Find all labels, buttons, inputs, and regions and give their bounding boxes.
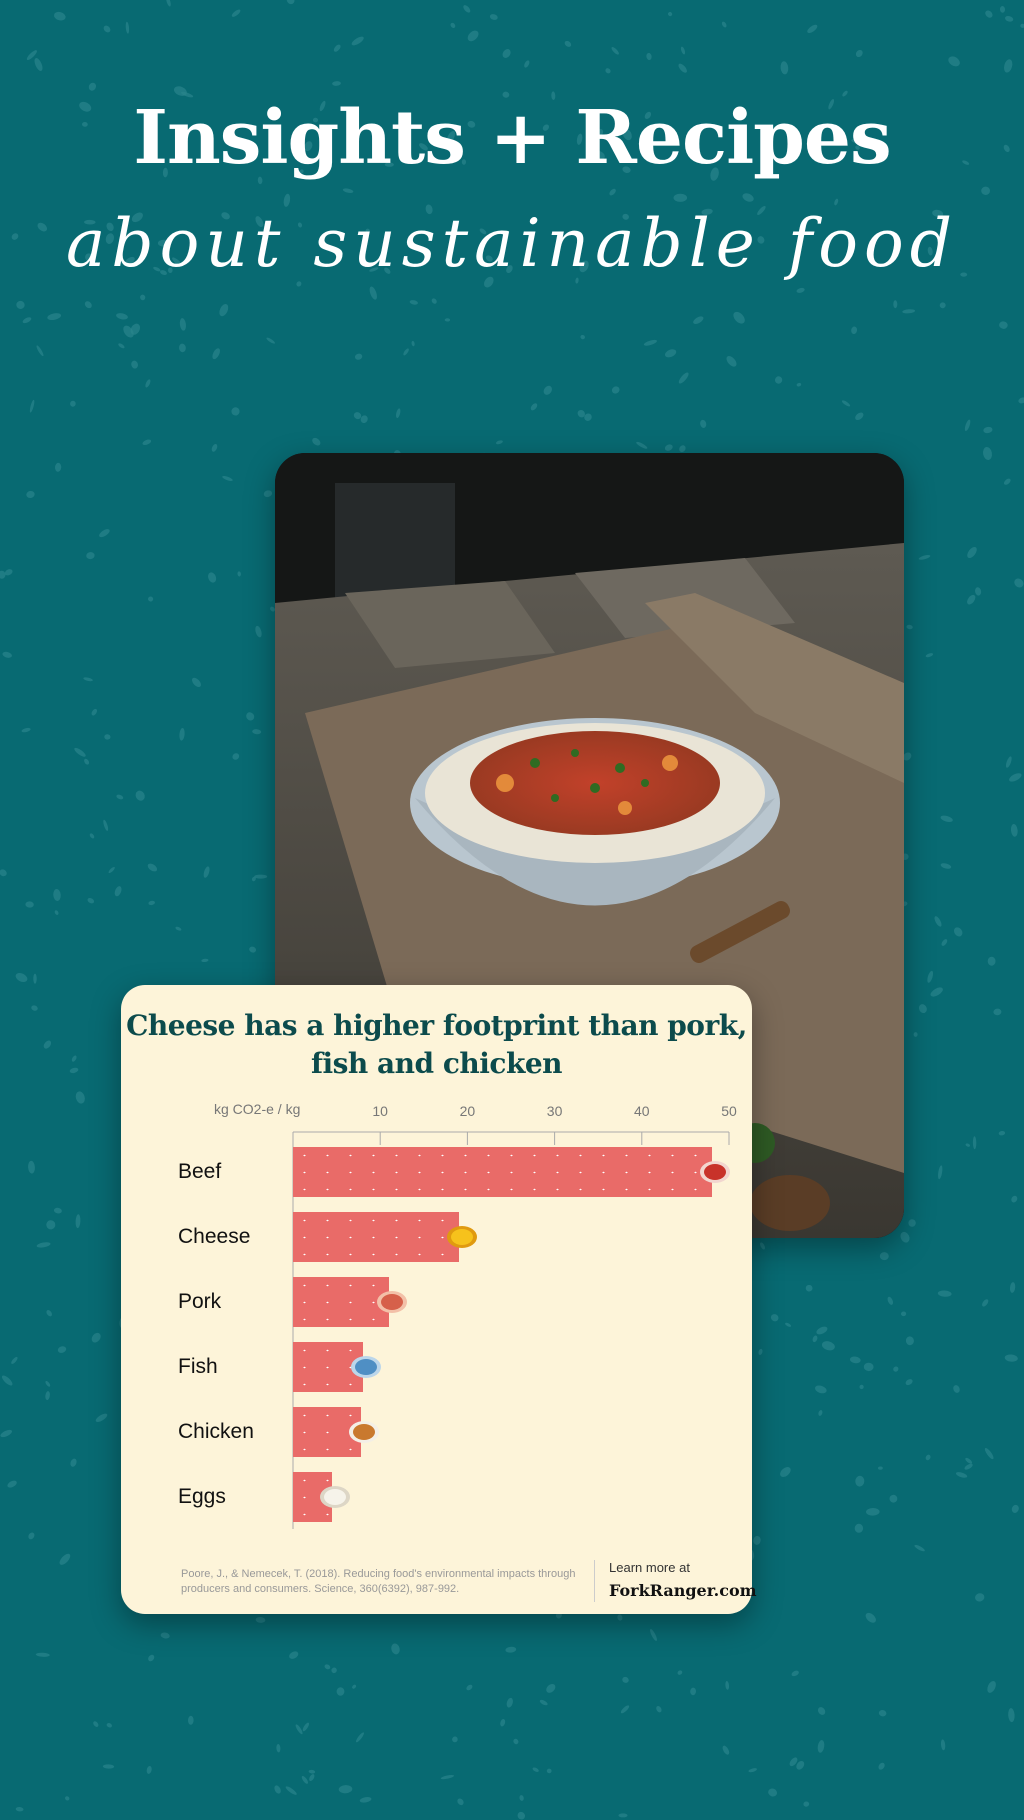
citation: Poore, J., & Nemecek, T. (2018). Reducin… — [181, 1568, 576, 1595]
tick-label: 20 — [459, 1103, 476, 1119]
hero-subtitle: about sustainable food — [66, 205, 958, 282]
category-label: Chicken — [178, 1420, 254, 1443]
category-label: Pork — [178, 1290, 222, 1313]
tick-label: 40 — [634, 1103, 650, 1119]
egg-icon — [318, 1483, 352, 1511]
tick-label: 10 — [372, 1103, 388, 1119]
chart-card: Cheese has a higher footprint than pork,… — [121, 985, 757, 1614]
tick-label: 30 — [546, 1103, 563, 1119]
bar-beef — [293, 1147, 712, 1197]
chicken-leg-icon — [347, 1418, 381, 1446]
x-axis-label: kg CO2-e / kg — [214, 1101, 301, 1117]
category-label: Eggs — [178, 1485, 226, 1508]
bar-cheese — [293, 1212, 459, 1262]
chart-title: Cheese has a higher footprint than pork,… — [126, 1009, 747, 1080]
bacon-icon — [375, 1288, 409, 1316]
category-label: Fish — [178, 1355, 218, 1378]
steak-icon — [698, 1158, 732, 1186]
bar-chicken — [293, 1407, 362, 1457]
cheese-icon — [445, 1223, 479, 1251]
site-link[interactable]: ForkRanger.com — [609, 1581, 757, 1600]
tick-label: 50 — [721, 1103, 737, 1119]
category-label: Beef — [178, 1160, 222, 1183]
bar-pork — [293, 1277, 389, 1327]
hero-title: Insights + Recipes — [133, 95, 891, 181]
footer-divider — [594, 1560, 595, 1602]
category-label: Cheese — [178, 1225, 251, 1248]
learn-more-text: Learn more at — [609, 1560, 690, 1575]
fish-icon — [349, 1353, 383, 1381]
